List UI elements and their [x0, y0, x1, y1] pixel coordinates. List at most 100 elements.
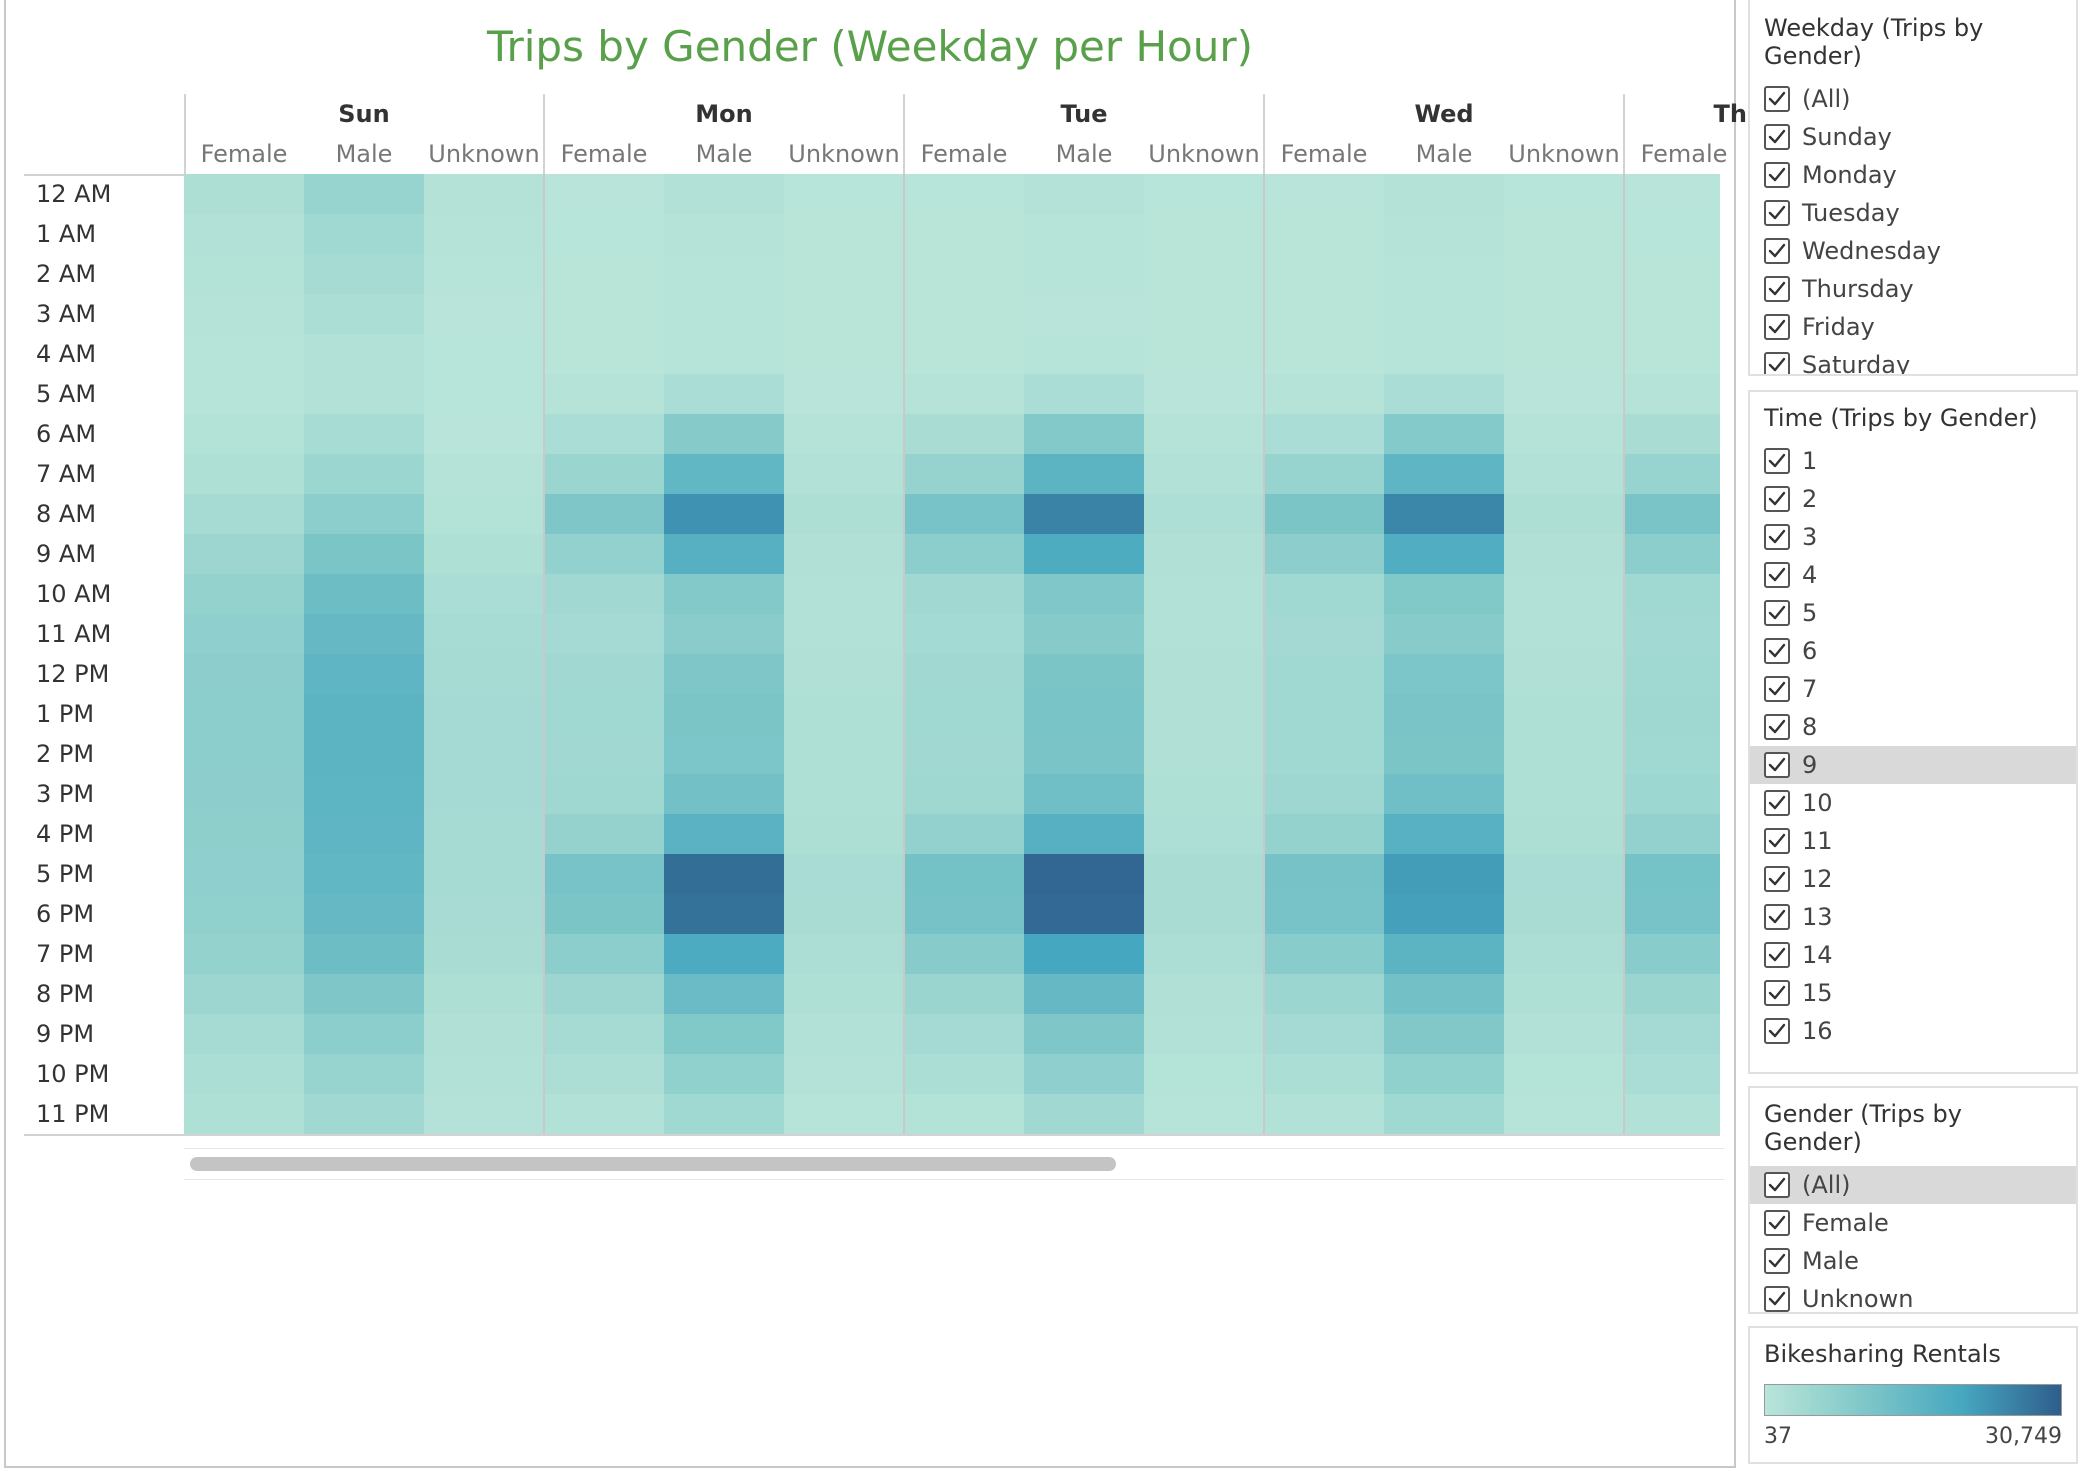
weekday-option[interactable]: Thursday	[1750, 270, 2076, 308]
heat-cell-wed-female-19[interactable]	[1264, 934, 1384, 974]
heat-cell-mon-unknown-1[interactable]	[784, 214, 904, 254]
heat-cell-wed-male-21[interactable]	[1384, 1014, 1504, 1054]
heat-cell-tue-unknown-3[interactable]	[1144, 294, 1264, 334]
checkbox-checked-icon[interactable]	[1764, 828, 1790, 854]
heat-cell-wed-male-8[interactable]	[1384, 494, 1504, 534]
heat-cell-wed-male-7[interactable]	[1384, 454, 1504, 494]
heat-cell-tue-female-17[interactable]	[904, 854, 1024, 894]
time-option[interactable]: 16	[1750, 1012, 2076, 1050]
gender-option[interactable]: Female	[1750, 1204, 2076, 1242]
heat-cell-sun-male-19[interactable]	[304, 934, 424, 974]
heat-cell-tue-male-2[interactable]	[1024, 254, 1144, 294]
heat-cell-mon-unknown-9[interactable]	[784, 534, 904, 574]
heat-cell-wed-male-2[interactable]	[1384, 254, 1504, 294]
heat-cell-sun-unknown-6[interactable]	[424, 414, 544, 454]
heat-cell-wed-female-8[interactable]	[1264, 494, 1384, 534]
heat-cell-sun-male-10[interactable]	[304, 574, 424, 614]
heat-cell-mon-male-6[interactable]	[664, 414, 784, 454]
heat-cell-tue-female-4[interactable]	[904, 334, 1024, 374]
heat-cell-sun-male-5[interactable]	[304, 374, 424, 414]
heat-cell-tue-female-2[interactable]	[904, 254, 1024, 294]
heat-cell-mon-male-1[interactable]	[664, 214, 784, 254]
checkbox-checked-icon[interactable]	[1764, 86, 1790, 112]
heat-cell-tue-female-15[interactable]	[904, 774, 1024, 814]
checkbox-checked-icon[interactable]	[1764, 1286, 1790, 1312]
heat-cell-wed-male-19[interactable]	[1384, 934, 1504, 974]
heat-cell-wed-female-15[interactable]	[1264, 774, 1384, 814]
heat-cell-wed-female-10[interactable]	[1264, 574, 1384, 614]
heat-cell-mon-female-6[interactable]	[544, 414, 664, 454]
heat-cell-tue-unknown-15[interactable]	[1144, 774, 1264, 814]
heat-cell-wed-female-14[interactable]	[1264, 734, 1384, 774]
heat-cell-mon-female-8[interactable]	[544, 494, 664, 534]
heat-cell-mon-female-1[interactable]	[544, 214, 664, 254]
time-option[interactable]: 7	[1750, 670, 2076, 708]
heat-cell-mon-female-11[interactable]	[544, 614, 664, 654]
heat-cell-mon-male-16[interactable]	[664, 814, 784, 854]
heat-cell-tue-female-12[interactable]	[904, 654, 1024, 694]
heat-cell-tue-male-14[interactable]	[1024, 734, 1144, 774]
heat-cell-sun-male-20[interactable]	[304, 974, 424, 1014]
heat-cell-wed-male-20[interactable]	[1384, 974, 1504, 1014]
heat-cell-tue-unknown-21[interactable]	[1144, 1014, 1264, 1054]
heat-cell-mon-female-10[interactable]	[544, 574, 664, 614]
heat-cell-tue-unknown-1[interactable]	[1144, 214, 1264, 254]
heat-cell-mon-unknown-17[interactable]	[784, 854, 904, 894]
heat-cell-tue-male-23[interactable]	[1024, 1094, 1144, 1134]
time-option[interactable]: 15	[1750, 974, 2076, 1012]
heat-cell-sun-female-23[interactable]	[184, 1094, 304, 1134]
heat-cell-sun-unknown-13[interactable]	[424, 694, 544, 734]
heat-cell-mon-male-22[interactable]	[664, 1054, 784, 1094]
heat-cell-sun-male-23[interactable]	[304, 1094, 424, 1134]
time-option[interactable]: 9	[1750, 746, 2076, 784]
checkbox-checked-icon[interactable]	[1764, 676, 1790, 702]
checkbox-checked-icon[interactable]	[1764, 314, 1790, 340]
weekday-option[interactable]: Friday	[1750, 308, 2076, 346]
checkbox-checked-icon[interactable]	[1764, 1172, 1790, 1198]
heat-cell-wed-unknown-2[interactable]	[1504, 254, 1624, 294]
heat-cell-wed-unknown-23[interactable]	[1504, 1094, 1624, 1134]
heat-cell-tue-male-10[interactable]	[1024, 574, 1144, 614]
heat-cell-wed-unknown-21[interactable]	[1504, 1014, 1624, 1054]
checkbox-checked-icon[interactable]	[1764, 904, 1790, 930]
heat-cell-wed-male-11[interactable]	[1384, 614, 1504, 654]
scrollbar-thumb[interactable]	[190, 1157, 1116, 1171]
heat-cell-tue-male-20[interactable]	[1024, 974, 1144, 1014]
checkbox-checked-icon[interactable]	[1764, 752, 1790, 778]
heat-cell-thu-female-1[interactable]	[1624, 214, 1720, 254]
heat-cell-wed-male-3[interactable]	[1384, 294, 1504, 334]
heat-cell-sun-male-9[interactable]	[304, 534, 424, 574]
heat-cell-wed-female-11[interactable]	[1264, 614, 1384, 654]
heat-cell-sun-unknown-10[interactable]	[424, 574, 544, 614]
heat-cell-mon-unknown-5[interactable]	[784, 374, 904, 414]
heat-cell-wed-unknown-15[interactable]	[1504, 774, 1624, 814]
checkbox-checked-icon[interactable]	[1764, 1018, 1790, 1044]
heat-cell-sun-unknown-12[interactable]	[424, 654, 544, 694]
heat-cell-sun-female-20[interactable]	[184, 974, 304, 1014]
heat-cell-thu-female-19[interactable]	[1624, 934, 1720, 974]
heat-cell-mon-unknown-3[interactable]	[784, 294, 904, 334]
heat-cell-tue-unknown-2[interactable]	[1144, 254, 1264, 294]
heat-cell-wed-unknown-16[interactable]	[1504, 814, 1624, 854]
gender-option[interactable]: (All)	[1750, 1166, 2076, 1204]
heat-cell-mon-male-19[interactable]	[664, 934, 784, 974]
heat-cell-sun-unknown-9[interactable]	[424, 534, 544, 574]
checkbox-checked-icon[interactable]	[1764, 524, 1790, 550]
heat-cell-mon-male-10[interactable]	[664, 574, 784, 614]
heat-cell-wed-unknown-8[interactable]	[1504, 494, 1624, 534]
heat-cell-tue-female-20[interactable]	[904, 974, 1024, 1014]
heat-cell-sun-female-18[interactable]	[184, 894, 304, 934]
heat-cell-mon-male-23[interactable]	[664, 1094, 784, 1134]
heat-cell-tue-female-21[interactable]	[904, 1014, 1024, 1054]
heat-cell-sun-female-13[interactable]	[184, 694, 304, 734]
heat-cell-mon-unknown-0[interactable]	[784, 174, 904, 214]
heat-cell-thu-female-0[interactable]	[1624, 174, 1720, 214]
time-option[interactable]: 5	[1750, 594, 2076, 632]
heat-cell-sun-female-16[interactable]	[184, 814, 304, 854]
horizontal-scrollbar[interactable]	[184, 1148, 1724, 1180]
heat-cell-mon-unknown-21[interactable]	[784, 1014, 904, 1054]
heat-cell-wed-female-7[interactable]	[1264, 454, 1384, 494]
heat-cell-tue-male-0[interactable]	[1024, 174, 1144, 214]
heat-cell-wed-male-22[interactable]	[1384, 1054, 1504, 1094]
time-option[interactable]: 14	[1750, 936, 2076, 974]
